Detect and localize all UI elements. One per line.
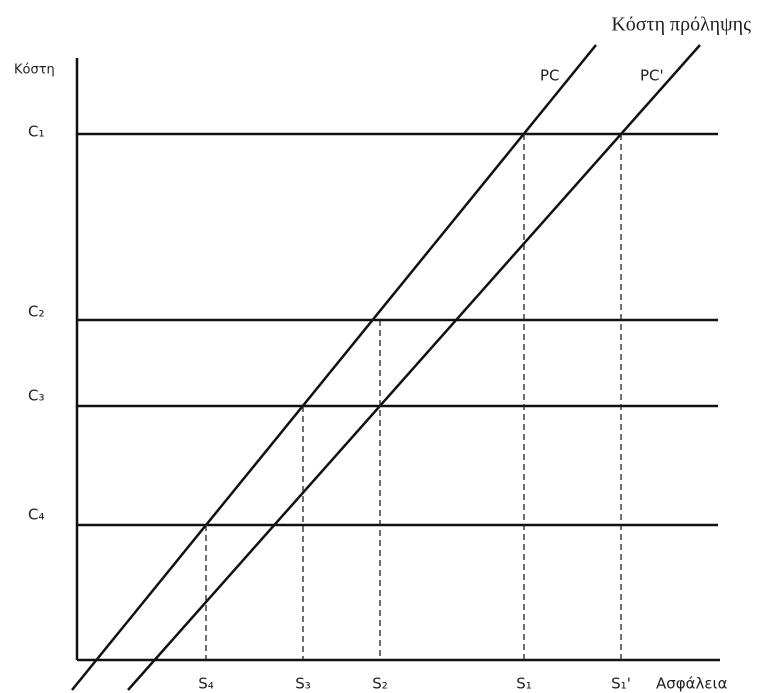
security-label: S₂: [372, 675, 388, 693]
security-label: S₁': [611, 675, 631, 693]
pc-curve: [71, 44, 597, 691]
cost-label: C₃: [28, 387, 45, 405]
cost-label: C₄: [28, 506, 45, 524]
cost-label: C₂: [28, 303, 45, 321]
y-axis-label: Κόστη: [14, 63, 55, 78]
security-label: S₄: [198, 675, 214, 693]
pc-prime-curve: [127, 44, 701, 691]
curve-label: PC': [640, 67, 664, 85]
curve-label: PC: [540, 67, 560, 85]
cost-label: C₁: [28, 123, 45, 141]
security-label: S₁: [516, 675, 532, 693]
x-axis-label: Ασφάλεια: [656, 675, 728, 693]
security-label: S₃: [295, 675, 311, 693]
caption: Κόστη πρόληψης: [611, 14, 751, 36]
